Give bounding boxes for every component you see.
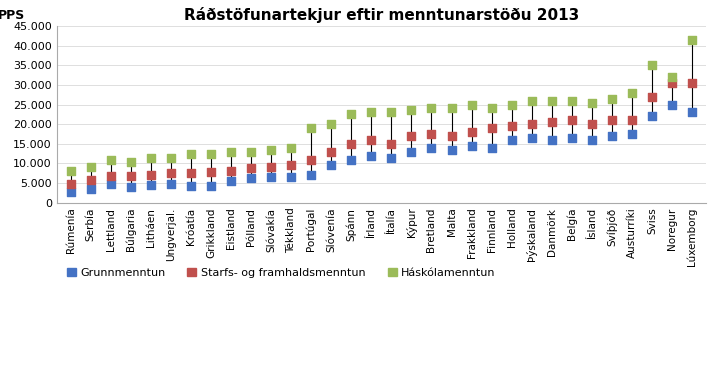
Point xyxy=(65,189,76,195)
Point xyxy=(205,151,217,157)
Text: PPS: PPS xyxy=(0,9,26,22)
Point xyxy=(687,109,698,116)
Point xyxy=(486,125,497,131)
Point xyxy=(326,121,337,127)
Point xyxy=(285,174,297,180)
Point xyxy=(105,173,116,179)
Point xyxy=(526,135,538,141)
Point xyxy=(326,162,337,169)
Point xyxy=(265,174,277,180)
Point xyxy=(406,107,417,114)
Point xyxy=(466,101,477,107)
Legend: Grunnmenntun, Starfs- og framhaldsmenntun, Háskólamenntun: Grunnmenntun, Starfs- og framhaldsmenntu… xyxy=(62,263,500,282)
Point xyxy=(145,182,157,188)
Point xyxy=(506,137,518,143)
Point xyxy=(305,156,317,162)
Point xyxy=(185,170,197,176)
Point xyxy=(265,164,277,171)
Point xyxy=(606,95,617,102)
Point xyxy=(65,181,76,187)
Point xyxy=(626,117,637,123)
Point xyxy=(245,175,257,181)
Point xyxy=(145,171,157,177)
Point xyxy=(526,121,538,127)
Point xyxy=(85,177,96,183)
Point xyxy=(646,113,657,119)
Point xyxy=(626,131,637,137)
Point xyxy=(265,147,277,153)
Point xyxy=(85,186,96,192)
Point xyxy=(646,94,657,100)
Point xyxy=(125,184,136,190)
Point xyxy=(346,111,357,117)
Point xyxy=(566,97,578,104)
Point xyxy=(366,109,377,116)
Point xyxy=(546,119,558,125)
Point xyxy=(446,105,457,112)
Point xyxy=(65,168,76,174)
Point xyxy=(546,137,558,143)
Point xyxy=(285,145,297,151)
Point xyxy=(426,131,437,137)
Point xyxy=(606,117,617,123)
Point xyxy=(586,99,597,105)
Point xyxy=(687,80,698,86)
Point xyxy=(466,129,477,135)
Title: Ráðstöfunartekjur eftir menntunarstöðu 2013: Ráðstöfunartekjur eftir menntunarstöðu 2… xyxy=(184,7,579,23)
Point xyxy=(566,117,578,123)
Point xyxy=(346,141,357,147)
Point xyxy=(386,154,397,161)
Point xyxy=(125,159,136,165)
Point xyxy=(305,125,317,131)
Point xyxy=(446,147,457,153)
Point xyxy=(486,105,497,112)
Point xyxy=(666,74,677,80)
Point xyxy=(85,164,96,171)
Point xyxy=(506,101,518,107)
Point xyxy=(606,133,617,139)
Point xyxy=(326,149,337,155)
Point xyxy=(466,143,477,149)
Point xyxy=(185,151,197,157)
Point xyxy=(105,181,116,187)
Point xyxy=(626,90,637,96)
Point xyxy=(406,133,417,139)
Point xyxy=(225,167,237,174)
Point xyxy=(666,101,677,107)
Point xyxy=(426,145,437,151)
Point xyxy=(687,37,698,43)
Point xyxy=(586,121,597,127)
Point xyxy=(285,162,297,169)
Point xyxy=(646,62,657,68)
Point xyxy=(486,145,497,151)
Point xyxy=(366,152,377,159)
Point xyxy=(225,178,237,184)
Point xyxy=(165,170,177,176)
Point xyxy=(205,169,217,175)
Point xyxy=(386,109,397,116)
Point xyxy=(225,149,237,155)
Point xyxy=(386,141,397,147)
Point xyxy=(506,123,518,129)
Point xyxy=(165,181,177,187)
Point xyxy=(346,156,357,162)
Point xyxy=(406,149,417,155)
Point xyxy=(446,133,457,139)
Point xyxy=(245,165,257,171)
Point xyxy=(165,154,177,161)
Point xyxy=(105,156,116,162)
Point xyxy=(125,173,136,179)
Point xyxy=(426,105,437,112)
Point xyxy=(546,97,558,104)
Point xyxy=(145,154,157,161)
Point xyxy=(366,137,377,143)
Point xyxy=(526,97,538,104)
Point xyxy=(666,80,677,86)
Point xyxy=(305,171,317,177)
Point xyxy=(205,182,217,189)
Point xyxy=(245,149,257,155)
Point xyxy=(185,183,197,189)
Point xyxy=(586,137,597,143)
Point xyxy=(566,135,578,141)
